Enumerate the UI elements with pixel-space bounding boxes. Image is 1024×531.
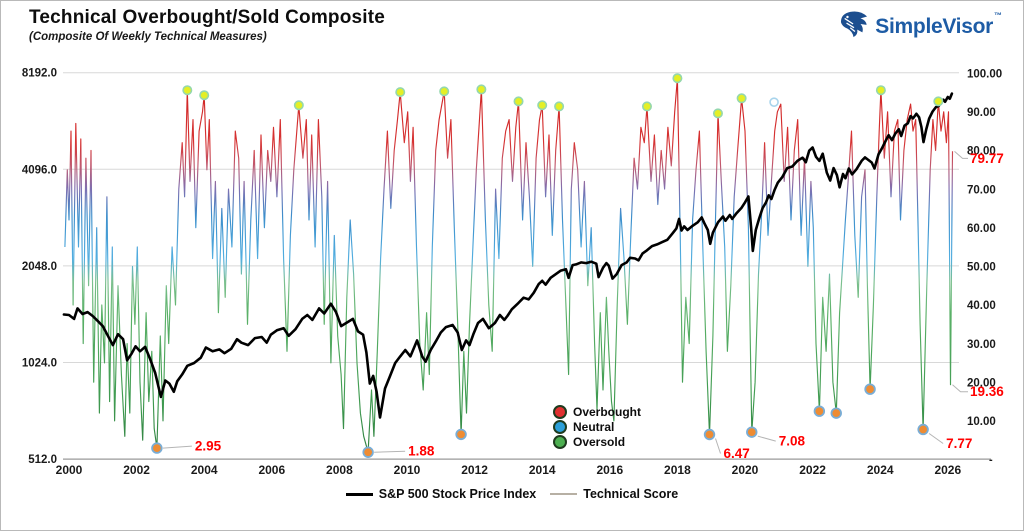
x-tick-label: 2026 (934, 463, 961, 477)
overbought-marker (476, 84, 487, 95)
callout-leader-line (928, 433, 944, 444)
overbought-marker (554, 101, 565, 112)
callout-leader-line (162, 445, 192, 449)
callout-label: 6.47 (724, 446, 750, 461)
oversold-marker (917, 423, 929, 436)
x-tick-label: 2010 (394, 463, 421, 477)
left-tick-label: 1024.0 (22, 358, 57, 370)
legend-label-overbought: Overbought (573, 404, 641, 419)
overbought-marker (513, 96, 524, 107)
logo-brand-text: SimpleVisor (875, 14, 993, 38)
legend-row-overbought: Overbought (553, 404, 641, 419)
right-tick-label: 50.00 (967, 262, 996, 274)
score-line-swatch (550, 493, 578, 495)
legend-item-score: Technical Score (550, 487, 678, 501)
neutral-marker (769, 97, 779, 107)
left-tick-label: 4096.0 (22, 164, 57, 176)
overbought-marker (395, 87, 406, 98)
x-tick-label: 2004 (191, 463, 218, 477)
series-legend: S&P 500 Stock Price Index Technical Scor… (1, 487, 1023, 501)
oversold-dot-icon (553, 434, 567, 449)
right-tick-label: 40.00 (967, 300, 996, 312)
x-tick-label: 2024 (867, 463, 894, 477)
oversold-marker (746, 426, 758, 438)
current-value-label: 19.36 (970, 384, 1004, 399)
marker-legend: Overbought Neutral Oversold (553, 404, 641, 449)
overbought-marker (712, 108, 723, 119)
overbought-marker (933, 96, 944, 107)
right-tick-label: 20.00 (967, 377, 996, 389)
right-axis-zero-dash: - (989, 454, 993, 466)
current-value-leader (954, 150, 968, 159)
callout-label: 7.77 (946, 436, 972, 451)
legend-label-oversold: Oversold (573, 434, 626, 449)
x-tick-label: 2008 (326, 463, 353, 477)
x-tick-label: 2016 (596, 463, 623, 477)
right-tick-label: 70.00 (967, 184, 996, 196)
right-tick-label: 60.00 (967, 223, 996, 235)
page-subtitle: (Composite Of Weekly Technical Measures) (29, 31, 267, 43)
oversold-marker (703, 428, 716, 441)
current-value-label: 79.77 (970, 151, 1004, 166)
callout-leader-line (374, 450, 406, 453)
overbought-marker (736, 93, 747, 104)
logo-tm: ™ (994, 11, 1002, 21)
legend-label-sp500: S&P 500 Stock Price Index (378, 487, 537, 501)
x-tick-label: 2012 (461, 463, 488, 477)
x-tick-label: 2022 (799, 463, 826, 477)
right-tick-label: 30.00 (967, 339, 996, 351)
oversold-marker (864, 383, 876, 395)
oversold-marker (151, 442, 163, 454)
eagle-icon (839, 10, 869, 43)
overbought-marker (293, 100, 304, 111)
overbought-marker (199, 90, 210, 101)
sp500-line-swatch (345, 492, 373, 496)
overbought-marker (641, 101, 652, 112)
x-tick-label: 2006 (258, 463, 285, 477)
right-tick-label: 90.00 (967, 107, 996, 119)
sp500-line (62, 92, 954, 419)
overbought-marker (672, 73, 683, 84)
legend-row-oversold: Oversold (553, 434, 641, 449)
overbought-marker (875, 85, 886, 96)
left-tick-label: 512.0 (28, 454, 57, 466)
left-tick-label: 8192.0 (22, 68, 57, 80)
oversold-marker (813, 405, 826, 417)
legend-label-score: Technical Score (583, 487, 679, 501)
right-tick-label: 100.00 (967, 68, 1002, 80)
x-tick-label: 2018 (664, 463, 691, 477)
overbought-marker (537, 100, 548, 111)
left-tick-label: 2048.0 (22, 261, 57, 273)
legend-label-neutral: Neutral (573, 419, 615, 434)
title-block: Technical Overbought/Sold Composite (Com… (29, 7, 385, 43)
callout-leader-line (757, 435, 776, 442)
overbought-marker (439, 86, 450, 97)
neutral-dot-icon (553, 419, 567, 434)
x-tick-label: 2020 (732, 463, 759, 477)
oversold-marker (455, 428, 467, 441)
page-title: Technical Overbought/Sold Composite (29, 7, 386, 28)
technical-score-line (64, 77, 954, 453)
callout-label: 2.95 (195, 439, 222, 454)
current-value-leader (952, 384, 968, 393)
right-tick-label: 10.00 (967, 416, 996, 428)
x-tick-label: 2014 (529, 463, 556, 477)
callout-leader-line (715, 438, 721, 454)
oversold-marker (362, 446, 374, 458)
x-tick-label: 2000 (56, 463, 83, 477)
simplevisor-logo: SimpleVisor™ (839, 10, 1002, 43)
legend-item-sp500: S&P 500 Stock Price Index (345, 487, 537, 501)
legend-row-neutral: Neutral (553, 419, 641, 434)
callout-label: 7.08 (779, 434, 806, 449)
callout-label: 1.88 (408, 444, 435, 459)
overbought-dot-icon (553, 404, 567, 419)
right-tick-label: 80.00 (967, 146, 996, 158)
x-tick-label: 2002 (123, 463, 150, 477)
oversold-marker (830, 407, 842, 419)
overbought-marker (182, 85, 193, 96)
